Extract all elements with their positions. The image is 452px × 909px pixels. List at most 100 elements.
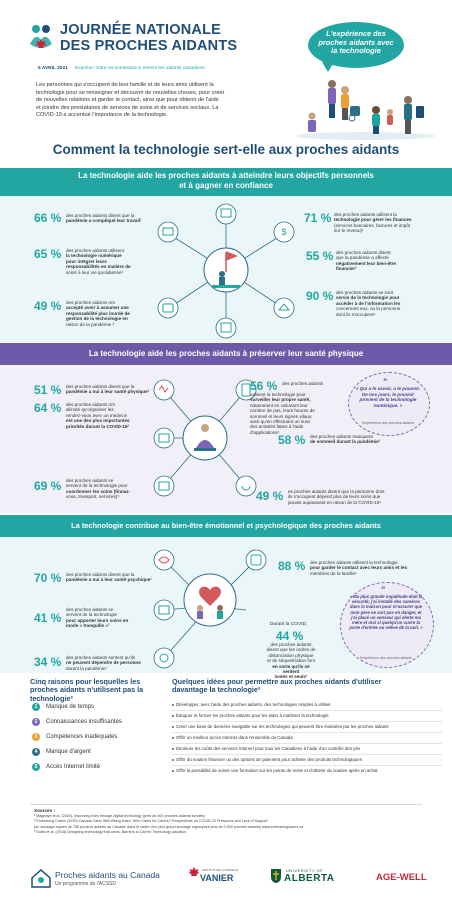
stat-line: membres de la famille¹ [310,570,357,576]
idea-item: Créer une base de données navigable sur … [176,724,389,729]
quote-source: l'expérience des proches aidants [361,421,415,425]
source-line: ¹ Magnaye et al. (2020), Improving lives… [34,814,205,818]
stat-pct: 65 % [34,247,62,261]
intro-line: et joindre des prestataires de services … [36,104,219,111]
stat-line: la technologie numérique [66,253,122,259]
stat-line: dénoté qu'organiser les [66,407,114,413]
stat-text: des proches aidants utilisent la technol… [334,212,412,234]
section2-header: La technologie aide les proches aidants … [88,349,364,358]
idea-item: Diminuer les coûts des services Internet… [176,746,361,751]
stat-line: pour garder le contact avec leurs amis e… [310,565,408,571]
stat-line: pour apporter leurs soins en [66,617,129,623]
agewell-logo: AGE-WELL [376,872,427,883]
stat-pct: 55 % [306,249,334,263]
stat-pct: 88 % [278,559,306,573]
quote-icon: ❝ [381,585,386,594]
reason-number: 1 [32,703,40,711]
vanier-logo-icon [188,866,200,882]
quote-text: « Ma plus grande inquiétude était la séc… [349,594,423,631]
stat-text: des proches aidants disent que la pandém… [66,384,149,395]
stat-line: coordonner les soins (finnaz- [66,488,131,494]
stat-line: des proches aidants sentent qu'ils [66,655,136,660]
stat-line: est une des plus importantes [66,418,130,424]
stat-line: des proches aidants disent [336,250,391,255]
stat-pct: 70 % [34,571,62,585]
page-title-line2: DES PROCHES AIDANTS [60,38,238,54]
speech-bubble [308,22,404,68]
stat-pct: 44 % [276,629,304,643]
section1-header-band [0,168,452,196]
stat-text: utilisent la technologie pour surveiller… [250,392,315,435]
bullet-icon [172,770,174,772]
stat-line: financier¹ [336,266,357,272]
idea-item: Offrir du soutien financier ou des optio… [176,757,362,762]
intro-line: Les personnes qui s'occupent de leur fam… [36,82,214,88]
stat-line: pandémie a nui à leur santé physique¹ [66,389,150,395]
stat-text: des proches aidants manquent de sommeil … [310,434,380,445]
bullet-icon [172,704,174,706]
bullet-icon [172,748,174,750]
stat-text: des proches aidants ont dénoté qu'organi… [66,402,130,429]
speech-bubble-tail [322,62,334,72]
page-title-line1: JOURNÉE NATIONALE [60,22,222,38]
alberta-shield-icon [270,868,282,884]
section3-header-band [0,515,452,537]
source-line: ³ Eales et al. (2018) Designing technolo… [34,830,187,835]
quote-bubble [348,372,430,436]
idea-item: Développer, avec l'aide des proches aida… [176,702,331,707]
quote-text: « Qui a le savoir, a le pouvoir. De nos … [355,386,421,408]
stat-line: ne peuvent dépendre de personne [66,660,141,666]
divider [172,754,442,755]
stat-line: vous, transport, services)¹ [66,494,119,500]
source-line: ² Embracing Carers (2020) Canada Carer W… [34,819,268,824]
reason-label: Compétences inadéquates [46,734,118,740]
stat-text: des proches aidants sentent qu'ils ne pe… [66,655,141,671]
reason-number: 4 [32,748,40,756]
alberta-name: ALBERTA [284,873,335,884]
stat-text: des proches aidants disent que la pandém… [336,250,396,272]
stat-line: des proches aidants [270,642,312,647]
stat-line: raison de la pandémie ² [66,321,115,327]
stat-line: de sommeil durant la pandémie¹ [310,439,381,445]
reason-label: Accès Internet limité [46,764,101,770]
stat-line: soins à leur vie quotidienne¹ [66,269,124,275]
stat-line: jamais auparavant en raison de la COVID-… [288,499,381,505]
stat-line: des proches aidants disent que la [66,213,135,218]
stat-pct: 34 % [34,655,62,669]
quote-icon: ❝ [383,377,388,386]
logo-icon [28,22,54,52]
org-name: Proches aidants au Canada [55,870,160,880]
reasons-title: Cinq raisons pour lesquelles les proches… [30,677,144,703]
stat-line: des proches aidants disent que la [66,572,135,577]
covid-label: Durant la COVID, [270,622,308,627]
reason-label: Manque de temps [46,704,95,710]
intro-line: technologie pour se renseigner et découv… [36,89,225,96]
alberta-top: UNIVERSITY OF [286,868,324,873]
stat-line: servent de la technologie [66,612,118,618]
stat-line: des proches aidants ont [66,402,115,407]
idea-item: Éduquer et former les proches aidants po… [176,713,329,718]
caregivers-illustration [290,70,440,142]
stat-line: pandémie a compliqué leur travail¹ [66,218,142,224]
stat-line: accepté avoir à assumer une [66,305,129,311]
stat-line: des proches aidants utilisent [66,248,124,253]
org-subtitle: Un programme de l'ACSSD [55,881,116,887]
divider [172,721,442,722]
stat-line: servent de la technologie pour [66,483,128,489]
stat-text: es proches aidants disent que la personn… [288,489,385,505]
intro-paragraph: Les personnes qui s'occupent de leur fam… [36,82,286,120]
section1-header-line1: La technologie aide les proches aidants … [78,171,374,180]
source-line: (un sondage auprès de 755 proches aidant… [34,824,304,829]
bullet-icon [172,726,174,728]
stat-line: pour intégrer leurs [66,258,107,264]
main-title: Comment la technologie sert-elle aux pro… [52,142,400,157]
stat-pct: 41 % [34,611,62,625]
divider [172,765,442,766]
stat-pct: 51 % [34,383,62,397]
section1-hub-diagram: $ [157,203,295,339]
stat-text: des proches aidants se servent de la tec… [66,478,130,500]
intro-line: de nouvelles relations et garder le cont… [36,97,219,104]
stat-line: en sorte qu'ils se sentent [272,663,310,675]
stat-line: distanciation physique [268,652,314,658]
stat-line: négativement leur bien-être [336,260,396,266]
